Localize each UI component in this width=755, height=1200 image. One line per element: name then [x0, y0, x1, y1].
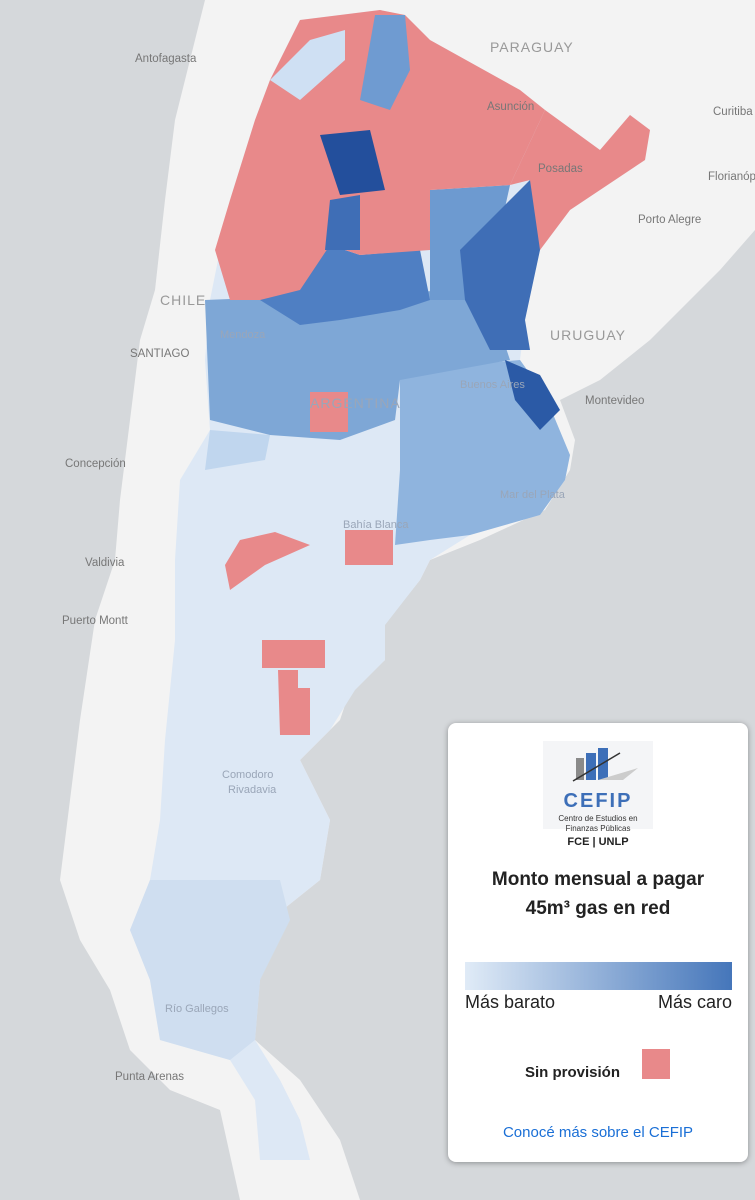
region-tucuman [320, 130, 385, 195]
cefip-link[interactable]: Conocé más sobre el CEFIP [502, 1124, 694, 1141]
ocean-west [0, 0, 240, 1200]
region-santa-cruz [130, 880, 290, 1060]
city-label: Bahía Blanca [343, 519, 409, 531]
logo-shadow [598, 768, 638, 780]
city-label: Buenos Aires [460, 379, 525, 391]
logo-name: CEFIP [564, 790, 633, 812]
city-label: Punta Arenas [115, 1071, 184, 1083]
region-neuquen [205, 430, 270, 470]
region-pink-5 [278, 670, 310, 735]
city-label: Porto Alegre [638, 214, 701, 226]
logo-line [572, 752, 621, 782]
city-label: Posadas [538, 163, 583, 175]
legend-panel: CEFIP Centro de Estudios en Finanzas Púb… [448, 723, 748, 1162]
city-label: Montevideo [585, 395, 644, 407]
region-pink-3 [225, 532, 310, 590]
no-supply-swatch [642, 1049, 670, 1079]
logo-text: Finanzas Públicas [566, 824, 631, 833]
city-label: Comodoro [222, 769, 273, 781]
city-label: Río Gallegos [165, 1003, 229, 1015]
city-label: Curitiba [713, 106, 753, 118]
color-scale [465, 962, 732, 990]
region-catamarca [325, 195, 360, 250]
city-label: Puerto Montt [62, 615, 129, 627]
city-label: Mendoza [220, 329, 266, 341]
legend-title: 45m³ gas en red [525, 898, 671, 919]
region-entre-rios [460, 180, 560, 350]
region-salta [360, 15, 410, 110]
city-label: Mar del Plata [500, 489, 566, 501]
country-label: URUGUAY [550, 327, 626, 343]
region-misiones [510, 110, 650, 250]
region-pink-1 [310, 392, 348, 432]
country-label: PARAGUAY [490, 39, 574, 55]
city-label: Concepción [65, 458, 126, 470]
country-label: ARGENTINA [310, 395, 401, 411]
legend-title: Monto mensual a pagar [491, 869, 705, 890]
city-label: SANTIAGO [130, 348, 189, 360]
city-label: Valdivia [85, 557, 125, 569]
region-pink-4 [262, 640, 325, 668]
no-supply-label: Sin provisión [525, 1064, 621, 1081]
region-amba [505, 360, 560, 430]
logo-bar [586, 753, 596, 780]
logo-text: FCE | UNLP [567, 836, 629, 848]
city-label: Florianópolis [708, 171, 755, 183]
city-label: Antofagasta [135, 53, 197, 65]
scale-low-label: Más barato [465, 992, 556, 1012]
scale-high-label: Más caro [657, 992, 732, 1012]
region-puna [270, 30, 345, 100]
city-label: Rivadavia [228, 784, 277, 796]
city-label: Asunción [487, 101, 534, 113]
region-cuyo-cordoba [205, 290, 510, 440]
logo-text: Centro de Estudios en [558, 814, 637, 823]
logo-bar [576, 758, 584, 780]
country-label: CHILE [160, 292, 206, 308]
region-pink-2 [345, 530, 393, 565]
logo: CEFIP Centro de Estudios en Finanzas Púb… [543, 741, 653, 833]
